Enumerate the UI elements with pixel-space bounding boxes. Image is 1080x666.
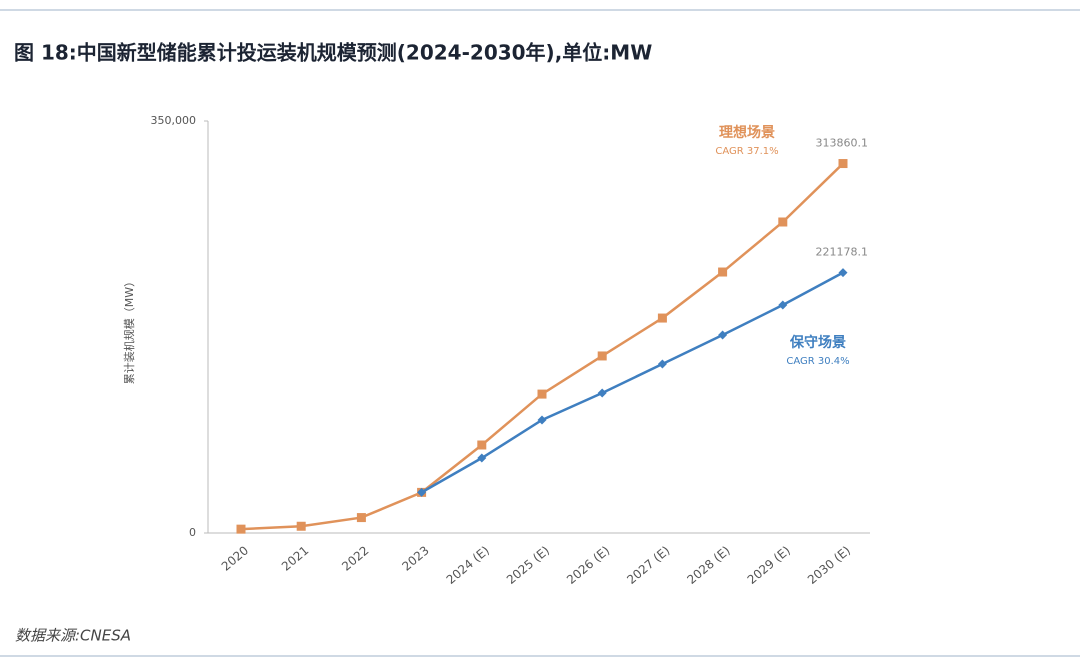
y-tick-label: 350,000 (151, 114, 197, 127)
marker (296, 521, 306, 531)
x-tick-label: 2023 (399, 543, 431, 573)
marker (657, 359, 667, 369)
marker (537, 389, 547, 399)
source: 数据来源:CNESA (15, 627, 131, 645)
x-tick-label: 2026 (E) (564, 543, 612, 587)
x-tick-label: 2028 (E) (684, 543, 732, 587)
y-tick-label: 0 (189, 526, 196, 539)
x-tick-label: 2021 (279, 543, 311, 573)
marker (597, 351, 607, 361)
end-value-label: 313860.1 (816, 137, 869, 150)
marker (597, 388, 607, 398)
x-tick-label: 2030 (E) (805, 543, 853, 587)
legend-label: 保守场景 (789, 334, 846, 351)
marker (236, 524, 246, 534)
marker (477, 440, 487, 450)
x-tick-label: 2022 (339, 543, 371, 573)
y-axis-label: 累计装机规模（MW） (122, 276, 136, 384)
marker (838, 159, 848, 169)
x-tick-label: 2027 (E) (624, 543, 672, 587)
x-tick-label: 2020 (219, 543, 251, 573)
marker (778, 300, 788, 310)
marker (657, 313, 667, 323)
marker (718, 267, 728, 277)
end-value-label: 221178.1 (816, 246, 869, 259)
marker (356, 513, 366, 523)
x-tick-label: 2025 (E) (504, 543, 552, 587)
marker (417, 487, 427, 497)
marker (718, 330, 728, 340)
legend-label: 理想场景 (719, 124, 775, 141)
marker (838, 268, 848, 278)
chart-title: 图 18:中国新型储能累计投运装机规模预测(2024-2030年),单位:MW (14, 41, 652, 65)
marker (477, 453, 487, 463)
series-line (420, 271, 844, 494)
x-tick-label: 2029 (E) (745, 543, 793, 587)
series-line (240, 162, 844, 531)
marker (537, 415, 547, 425)
x-tick-label: 2024 (E) (444, 543, 492, 587)
annotation: CAGR 30.4% (786, 356, 849, 367)
annotation: CAGR 37.1% (715, 146, 778, 157)
marker (778, 217, 788, 227)
